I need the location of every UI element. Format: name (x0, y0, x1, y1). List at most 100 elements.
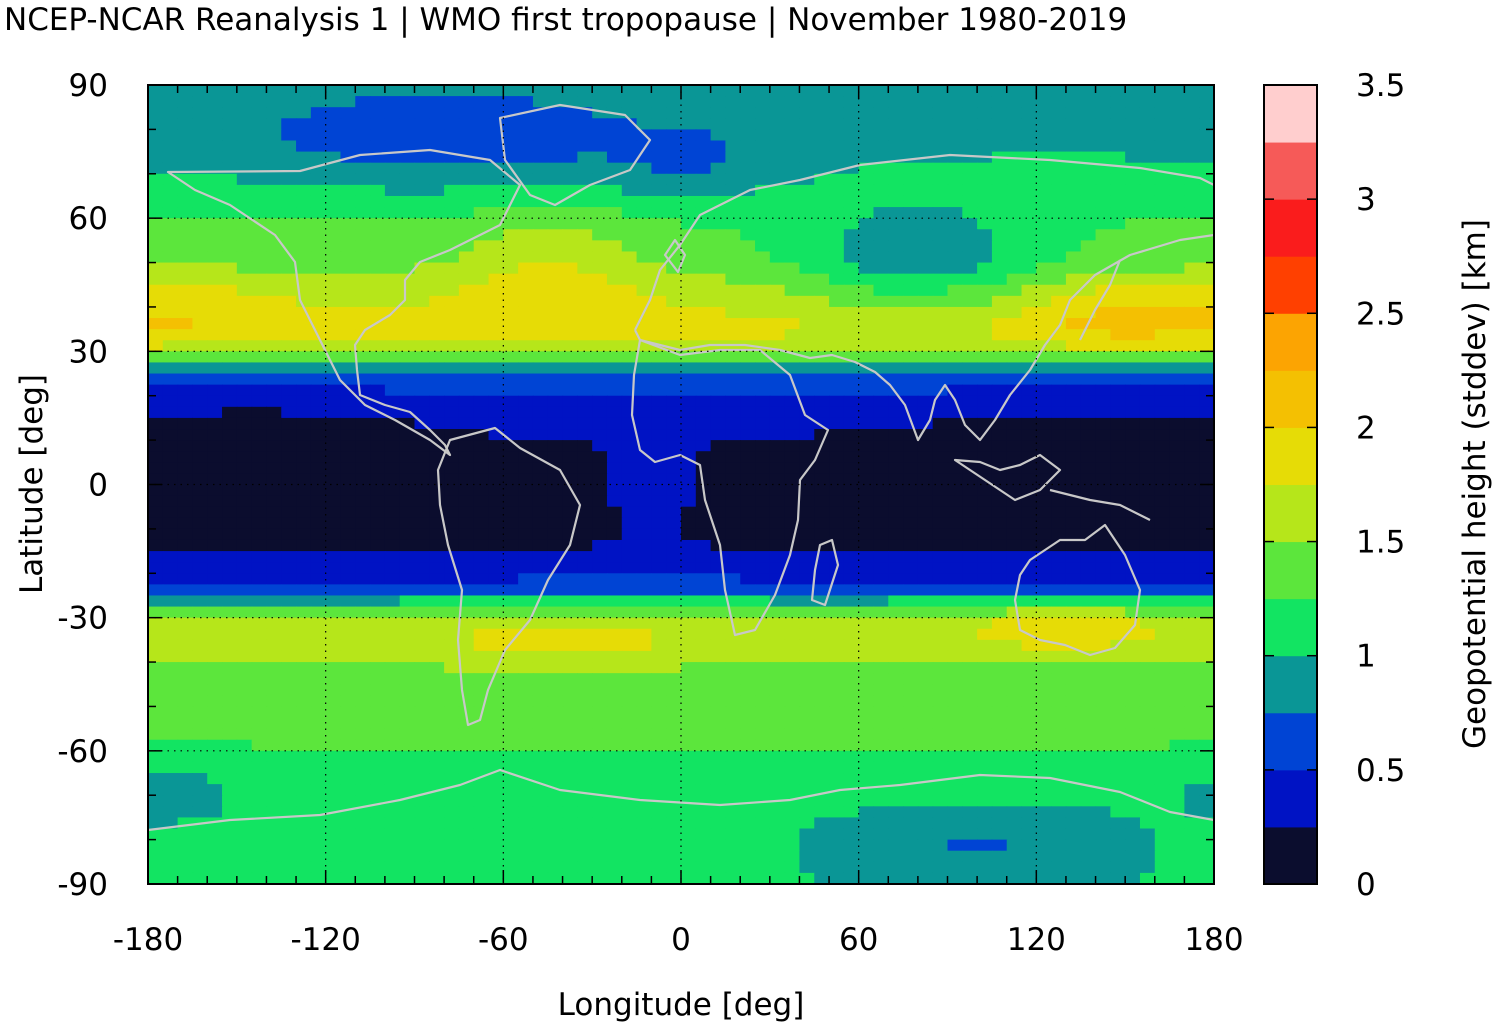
heatmap-cell (222, 129, 238, 142)
heatmap-cell (1036, 85, 1052, 97)
heatmap-cell (606, 684, 623, 696)
heatmap-cell (903, 628, 919, 641)
heatmap-cell (888, 628, 904, 641)
heatmap-cell (414, 262, 430, 275)
heatmap-cell (429, 240, 445, 253)
heatmap-cell (577, 406, 593, 419)
heatmap-cell (399, 839, 416, 852)
heatmap-cell (532, 240, 549, 253)
heatmap-cell (444, 673, 460, 685)
heatmap-cell (932, 107, 949, 119)
heatmap-cell (503, 617, 519, 630)
heatmap-cell (636, 362, 652, 375)
heatmap-cell (1065, 806, 1082, 819)
heatmap-cell (488, 362, 504, 375)
heatmap-cell (1110, 784, 1126, 796)
heatmap-cell (281, 684, 297, 696)
heatmap-cell (740, 451, 756, 463)
heatmap-cell (148, 373, 164, 386)
heatmap-cell (266, 517, 282, 530)
heatmap-cell (177, 85, 194, 97)
heatmap-cell (695, 229, 712, 241)
heatmap-cell (710, 351, 727, 364)
heatmap-cell (192, 140, 208, 153)
heatmap-cell (1006, 606, 1023, 619)
heatmap-cell (236, 251, 253, 264)
heatmap-cell (606, 195, 623, 208)
heatmap-cell (725, 96, 741, 108)
heatmap-cell (888, 85, 904, 97)
heatmap-cell (532, 273, 549, 286)
heatmap-cell (843, 96, 860, 108)
heatmap-cell (444, 517, 460, 530)
heatmap-cell (1095, 750, 1111, 763)
heatmap-cell (296, 839, 312, 852)
heatmap-cell (636, 218, 652, 230)
heatmap-cell (695, 184, 712, 197)
heatmap-cell (1065, 218, 1082, 230)
heatmap-cell (1095, 240, 1111, 253)
heatmap-cell (384, 839, 401, 852)
heatmap-cell (503, 828, 519, 841)
heatmap-cell (725, 295, 741, 308)
heatmap-cell (740, 773, 756, 785)
heatmap-cell (192, 695, 208, 708)
heatmap-cell (414, 318, 430, 330)
heatmap-cell (370, 717, 386, 730)
heatmap-cell (755, 673, 771, 685)
heatmap-cell (562, 295, 578, 308)
heatmap-cell (547, 606, 564, 619)
heatmap-cell (355, 551, 371, 563)
heatmap-cell (414, 85, 430, 97)
heatmap-cell (740, 517, 756, 530)
heatmap-cell (458, 451, 475, 463)
heatmap-cell (547, 817, 564, 830)
heatmap-cell (1110, 107, 1126, 119)
heatmap-cell (296, 484, 312, 497)
heatmap-cell (843, 151, 860, 164)
heatmap-cell (1125, 107, 1141, 119)
heatmap-cell (340, 462, 356, 475)
heatmap-cell (1095, 129, 1111, 142)
heatmap-cell (873, 96, 889, 108)
heatmap-cell (1199, 362, 1214, 375)
heatmap-cell (266, 806, 282, 819)
heatmap-cell (710, 440, 727, 452)
heatmap-cell (148, 162, 164, 175)
heatmap-cell (784, 739, 801, 752)
heatmap-cell (932, 173, 949, 186)
heatmap-cell (207, 706, 223, 719)
heatmap-cell (903, 551, 919, 563)
heatmap-cell (636, 351, 652, 364)
heatmap-cell (725, 695, 741, 708)
heatmap-cell (606, 539, 623, 552)
heatmap-cell (636, 706, 652, 719)
heatmap-cell (621, 140, 638, 153)
heatmap-cell (1154, 606, 1171, 619)
heatmap-cell (1184, 96, 1200, 108)
heatmap-cell (784, 806, 801, 819)
heatmap-cell (310, 828, 327, 841)
heatmap-cell (858, 595, 875, 608)
heatmap-cell (917, 440, 934, 452)
heatmap-cell (858, 551, 875, 563)
heatmap-cell (1184, 539, 1200, 552)
heatmap-cell (1139, 684, 1156, 696)
heatmap-cell (177, 595, 194, 608)
heatmap-cell (681, 318, 697, 330)
heatmap-cell (1199, 384, 1214, 397)
heatmap-cell (888, 828, 904, 841)
heatmap-cell (207, 262, 223, 275)
heatmap-cell (340, 517, 356, 530)
heatmap-cell (606, 306, 623, 319)
heatmap-cell (755, 750, 771, 763)
heatmap-cell (873, 440, 889, 452)
heatmap-cell (799, 295, 815, 308)
heatmap-cell (444, 695, 460, 708)
heatmap-cell (1036, 207, 1052, 219)
heatmap-cell (340, 306, 356, 319)
heatmap-cell (977, 306, 993, 319)
heatmap-cell (1110, 340, 1126, 352)
heatmap-cell (592, 273, 608, 286)
heatmap-cell (532, 484, 549, 497)
